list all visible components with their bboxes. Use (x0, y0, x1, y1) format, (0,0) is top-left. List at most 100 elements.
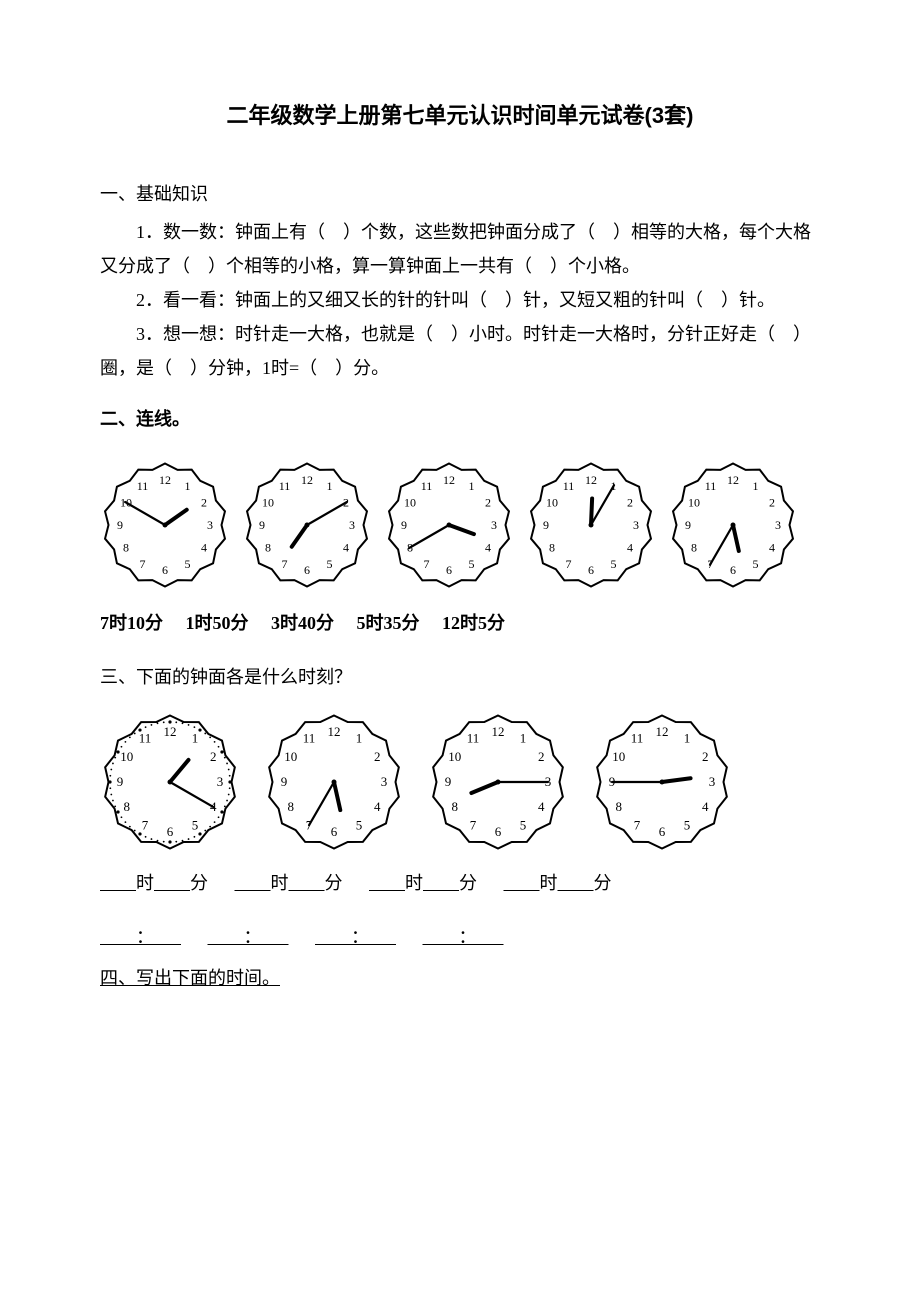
svg-text:11: 11 (303, 731, 316, 746)
svg-text:2: 2 (769, 495, 775, 509)
svg-text:11: 11 (563, 479, 575, 493)
svg-text:4: 4 (343, 540, 349, 554)
svg-text:11: 11 (705, 479, 717, 493)
svg-text:3: 3 (217, 774, 224, 789)
svg-text:12: 12 (492, 724, 505, 739)
svg-text:2: 2 (485, 495, 491, 509)
svg-text:1: 1 (684, 731, 691, 746)
section-2-clocks: 1234567891011121234567891011121234567891… (100, 460, 820, 590)
svg-text:1: 1 (753, 479, 759, 493)
clock-face: 123456789101112 (526, 460, 656, 590)
svg-text:5: 5 (611, 557, 617, 571)
svg-text:5: 5 (753, 557, 759, 571)
min-label: 分 (459, 873, 477, 893)
svg-text:1: 1 (520, 731, 527, 746)
svg-text:6: 6 (730, 563, 736, 577)
svg-text:10: 10 (404, 495, 416, 509)
svg-text:4: 4 (374, 799, 381, 814)
fill-time-line: 时 分 时 分 时 分 时 分 (100, 866, 820, 900)
svg-text:11: 11 (467, 731, 480, 746)
section-4-heading: 四、写出下面的时间。 (100, 961, 820, 995)
svg-text:7: 7 (566, 557, 572, 571)
svg-text:3: 3 (381, 774, 388, 789)
clock-face: 123456789101112 (242, 460, 372, 590)
svg-text:7: 7 (424, 557, 430, 571)
clock-face: 123456789101112 (100, 460, 230, 590)
svg-text:2: 2 (627, 495, 633, 509)
svg-text:8: 8 (549, 540, 555, 554)
digital-time-line: ： ： ： ： (100, 920, 820, 954)
svg-text:12: 12 (328, 724, 341, 739)
svg-text:4: 4 (769, 540, 775, 554)
hour-label: 时 (405, 873, 423, 893)
svg-text:9: 9 (117, 518, 123, 532)
time-option: 12时5分 (442, 613, 505, 633)
clock-face: 123456789101112 (384, 460, 514, 590)
hour-label: 时 (136, 873, 154, 893)
page-title: 二年级数学上册第七单元认识时间单元试卷(3套) (100, 95, 820, 137)
min-label: 分 (325, 873, 343, 893)
svg-text:7: 7 (634, 818, 641, 833)
svg-text:11: 11 (421, 479, 433, 493)
svg-text:6: 6 (659, 824, 666, 839)
clock-face: 123456789101112 (668, 460, 798, 590)
svg-text:10: 10 (120, 749, 133, 764)
clock-face: 123456789101112 (592, 712, 732, 852)
svg-text:11: 11 (137, 479, 149, 493)
svg-text:3: 3 (491, 518, 497, 532)
svg-text:9: 9 (259, 518, 265, 532)
time-option: 5时35分 (357, 613, 420, 633)
svg-text:4: 4 (702, 799, 709, 814)
svg-text:12: 12 (585, 473, 597, 487)
min-label: 分 (190, 873, 208, 893)
svg-text:5: 5 (684, 818, 691, 833)
svg-text:3: 3 (349, 518, 355, 532)
svg-text:10: 10 (688, 495, 700, 509)
svg-text:10: 10 (262, 495, 274, 509)
clock-face: 123456789101112 (264, 712, 404, 852)
svg-text:4: 4 (201, 540, 207, 554)
svg-text:8: 8 (123, 799, 130, 814)
svg-text:1: 1 (356, 731, 363, 746)
svg-text:6: 6 (446, 563, 452, 577)
q1-text: 1．数一数：钟面上有（ ）个数，这些数把钟面分成了（ ）相等的大格，每个大格又分… (100, 215, 820, 283)
svg-text:12: 12 (727, 473, 739, 487)
svg-text:9: 9 (445, 774, 452, 789)
svg-text:9: 9 (281, 774, 288, 789)
svg-text:8: 8 (615, 799, 622, 814)
svg-text:3: 3 (633, 518, 639, 532)
svg-text:5: 5 (520, 818, 527, 833)
svg-text:3: 3 (709, 774, 716, 789)
hour-label: 时 (540, 873, 558, 893)
svg-text:3: 3 (775, 518, 781, 532)
svg-text:5: 5 (327, 557, 333, 571)
svg-text:7: 7 (470, 818, 477, 833)
svg-text:10: 10 (612, 749, 625, 764)
svg-text:12: 12 (443, 473, 455, 487)
svg-text:5: 5 (185, 557, 191, 571)
section-3-heading: 三、下面的钟面各是什么时刻？ (100, 660, 820, 694)
svg-text:3: 3 (207, 518, 213, 532)
svg-text:2: 2 (538, 749, 545, 764)
svg-text:8: 8 (265, 540, 271, 554)
svg-text:8: 8 (123, 540, 129, 554)
svg-text:7: 7 (282, 557, 288, 571)
svg-text:10: 10 (284, 749, 297, 764)
svg-text:2: 2 (210, 749, 217, 764)
svg-text:12: 12 (159, 473, 171, 487)
svg-text:6: 6 (495, 824, 502, 839)
min-label: 分 (594, 873, 612, 893)
section-1-heading: 一、基础知识 (100, 177, 820, 211)
time-option: 1时50分 (186, 613, 249, 633)
svg-text:2: 2 (374, 749, 381, 764)
svg-text:10: 10 (546, 495, 558, 509)
svg-text:7: 7 (140, 557, 146, 571)
svg-text:8: 8 (451, 799, 458, 814)
svg-text:12: 12 (656, 724, 669, 739)
clock-face: 123456789101112 (428, 712, 568, 852)
time-option: 7时10分 (100, 613, 163, 633)
svg-text:6: 6 (162, 563, 168, 577)
svg-text:6: 6 (588, 563, 594, 577)
svg-text:12: 12 (301, 473, 313, 487)
clock-face: 123456789101112 (100, 712, 240, 852)
